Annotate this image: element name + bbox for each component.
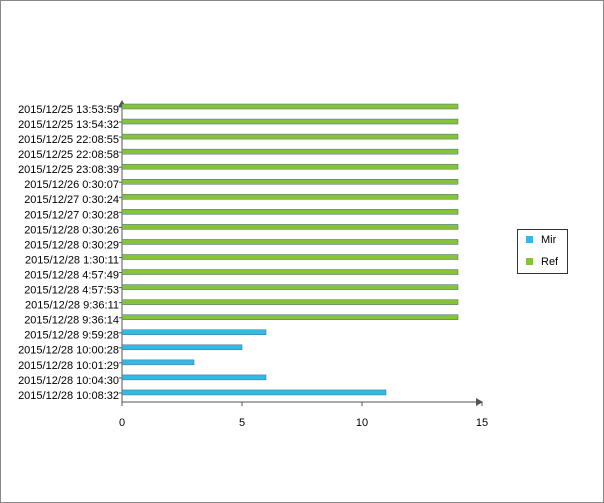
y-tick-label: 2015/12/25 13:54:32 [18, 119, 119, 131]
bar [121, 133, 459, 140]
y-tick-label: 2015/12/28 9:36:14 [24, 315, 119, 327]
y-tick-label: 2015/12/25 23:08:39 [18, 164, 119, 176]
bar [121, 284, 459, 290]
y-tick-label: 2015/12/28 10:04:30 [18, 375, 119, 387]
bar [121, 179, 459, 185]
y-tick-label: 2015/12/28 10:08:32 [18, 390, 119, 402]
bar [121, 374, 267, 381]
bar [121, 239, 459, 245]
y-tick-label: 2015/12/28 10:01:29 [18, 360, 119, 372]
legend-label: Mir [541, 234, 557, 246]
bar [121, 163, 459, 170]
bar [121, 329, 267, 335]
x-tick-label: 15 [476, 417, 488, 429]
legend-swatch [526, 236, 533, 243]
y-tick-label: 2015/12/25 22:08:55 [18, 134, 119, 146]
x-tick-label: 5 [239, 417, 245, 429]
bar [121, 148, 459, 155]
x-axis-arrow [476, 398, 483, 406]
y-tick-label: 2015/12/28 0:30:29 [24, 239, 119, 251]
y-tick-label: 2015/12/28 4:57:53 [24, 285, 119, 297]
y-tick-label: 2015/12/27 0:30:28 [24, 209, 119, 221]
y-tick-label: 2015/12/25 22:08:58 [18, 149, 119, 161]
bar [121, 344, 243, 351]
y-tick-label: 2015/12/28 10:00:28 [18, 345, 119, 357]
y-tick-label: 2015/12/28 1:30:11 [25, 254, 119, 266]
bar [121, 224, 459, 230]
bar [121, 118, 459, 125]
bar [121, 209, 459, 215]
bar [121, 359, 195, 366]
legend-box [517, 229, 568, 274]
y-tick-label: 2015/12/28 0:30:26 [24, 224, 119, 236]
bar [121, 299, 459, 305]
x-tick-label: 10 [356, 417, 368, 429]
x-tick-label: 0 [119, 417, 125, 429]
y-tick-label: 2015/12/28 4:57:49 [24, 269, 119, 281]
bar [121, 194, 459, 200]
y-tick-label: 2015/12/27 0:30:24 [24, 194, 119, 206]
bar [121, 254, 459, 260]
bar [121, 103, 459, 110]
legend-label: Ref [541, 256, 559, 268]
y-tick-label: 2015/12/28 9:36:11 [25, 300, 119, 312]
y-tick-label: 2015/12/26 0:30:07 [24, 179, 119, 191]
bar [121, 314, 459, 320]
bar [121, 389, 387, 396]
y-tick-label: 2015/12/25 13:53:59 [18, 104, 119, 116]
bar [121, 269, 459, 275]
legend-swatch [526, 258, 533, 265]
y-tick-label: 2015/12/28 9:59:28 [24, 330, 119, 342]
